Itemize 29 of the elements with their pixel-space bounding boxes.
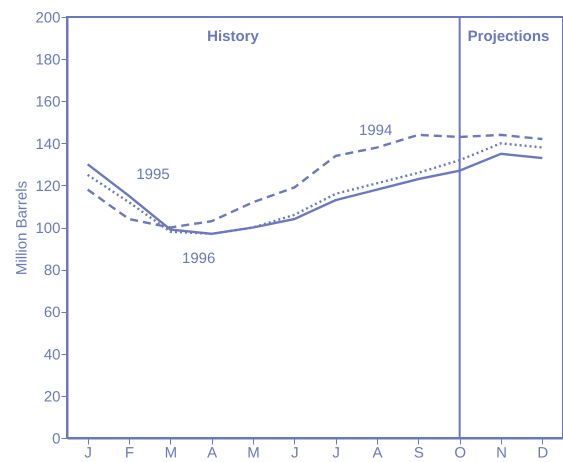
- y-tick-label: 60: [44, 304, 60, 322]
- x-tick-label: F: [124, 444, 134, 462]
- x-tick-label: S: [414, 444, 424, 462]
- x-tick-label: J: [84, 444, 92, 462]
- y-tick-label: 80: [44, 262, 60, 280]
- x-tick-label: J: [291, 444, 299, 462]
- x-tick-label: O: [454, 444, 466, 462]
- series-label: 1995: [136, 166, 170, 183]
- annotation: Projections: [468, 28, 550, 45]
- y-tick-label: 140: [35, 136, 60, 153]
- y-tick-label: 200: [35, 10, 60, 26]
- x-tick-label: A: [372, 444, 383, 462]
- y-tick-label: 100: [35, 220, 60, 237]
- x-tick-label: D: [537, 444, 548, 462]
- y-tick-label: 160: [35, 94, 60, 111]
- annotation: History: [207, 28, 260, 45]
- x-tick-label: N: [496, 444, 507, 462]
- y-axis-title: Million Barrels: [13, 180, 30, 276]
- y-tick-label: 180: [35, 52, 60, 69]
- y-tick-label: 40: [44, 346, 60, 364]
- x-tick-label: M: [164, 444, 178, 462]
- x-tick-label: M: [247, 444, 260, 462]
- series-label: 1996: [182, 250, 216, 267]
- x-tick-label: J: [332, 444, 340, 462]
- x-tick-label: A: [207, 444, 218, 462]
- series-label: 1994: [358, 122, 392, 139]
- y-tick-label: 120: [35, 178, 60, 195]
- y-tick-label: 0: [52, 430, 60, 448]
- y-tick-label: 20: [44, 388, 60, 406]
